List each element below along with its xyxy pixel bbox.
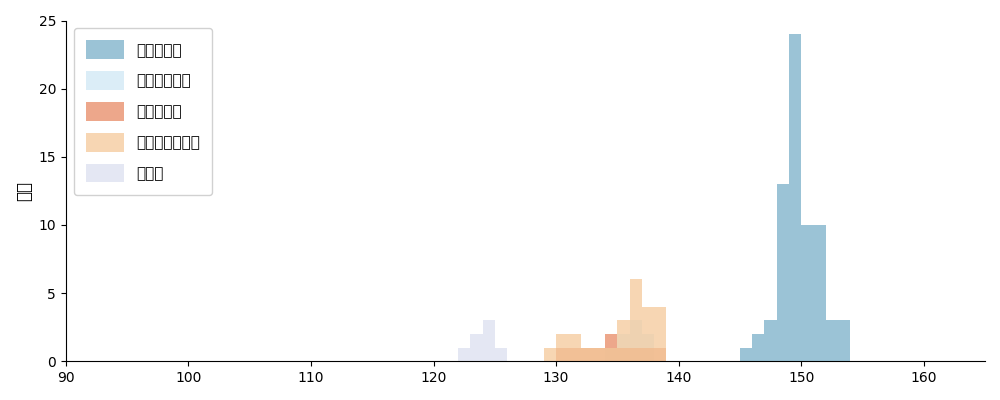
Bar [630,348,642,361]
Bar [630,280,642,361]
Bar [813,225,826,361]
Bar [789,34,801,361]
Bar [581,348,593,361]
Bar [483,320,495,361]
Bar [556,334,568,361]
Bar [605,348,617,361]
Bar [752,334,764,361]
Bar [764,320,777,361]
Bar [593,348,605,361]
Bar [495,348,507,361]
Bar [838,320,850,361]
Bar [581,348,593,361]
Bar [605,334,617,361]
Bar [642,334,654,361]
Bar [801,225,813,361]
Bar [654,307,666,361]
Bar [544,348,556,361]
Bar [740,348,752,361]
Y-axis label: 球数: 球数 [15,181,33,201]
Bar [642,307,654,361]
Bar [568,334,581,361]
Bar [556,348,568,361]
Legend: ストレート, カットボール, スプリット, チェンジアップ, カーブ: ストレート, カットボール, スプリット, チェンジアップ, カーブ [74,28,212,195]
Bar [617,348,630,361]
Bar [826,320,838,361]
Bar [654,348,666,361]
Bar [617,334,630,361]
Bar [777,184,789,361]
Bar [593,348,605,361]
Bar [458,348,470,361]
Bar [605,348,617,361]
Bar [642,348,654,361]
Bar [617,320,630,361]
Bar [470,334,483,361]
Bar [568,348,581,361]
Bar [630,320,642,361]
